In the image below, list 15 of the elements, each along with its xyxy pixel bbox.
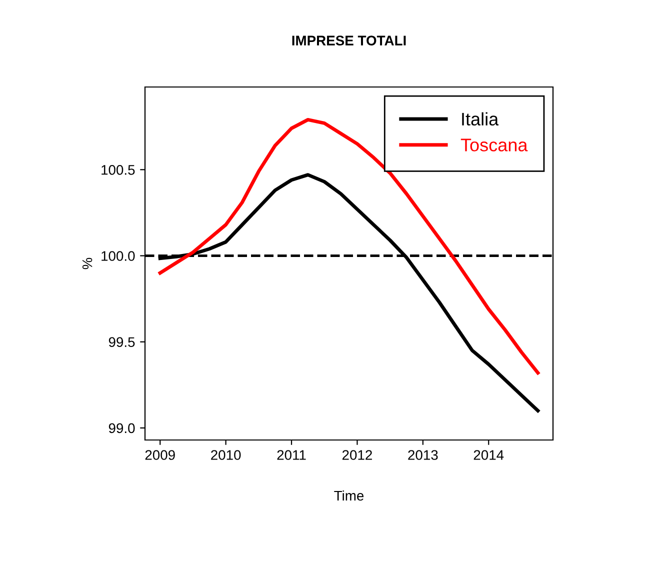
y-tick-label: 100.5: [102, 164, 135, 175]
x-tick-label: 2009: [145, 450, 175, 460]
y-axis-title: %: [82, 258, 92, 270]
x-tick-label: 2011: [277, 450, 306, 460]
x-tick-label: 2014: [474, 450, 504, 460]
legend-label: Italia: [462, 112, 499, 126]
y-tick-label: 100.0: [102, 251, 135, 261]
legend-label: Toscana: [460, 138, 528, 152]
chart-title: IMPRESE TOTALI: [292, 36, 406, 46]
y-tick-label: 99.5: [108, 337, 135, 348]
y-tick-label: 99.0: [108, 423, 135, 434]
x-tick-label: 2012: [342, 450, 372, 460]
x-tick-label: 2013: [408, 450, 438, 460]
x-tick-label: 2010: [211, 450, 241, 460]
x-axis-title: Time: [334, 490, 364, 501]
